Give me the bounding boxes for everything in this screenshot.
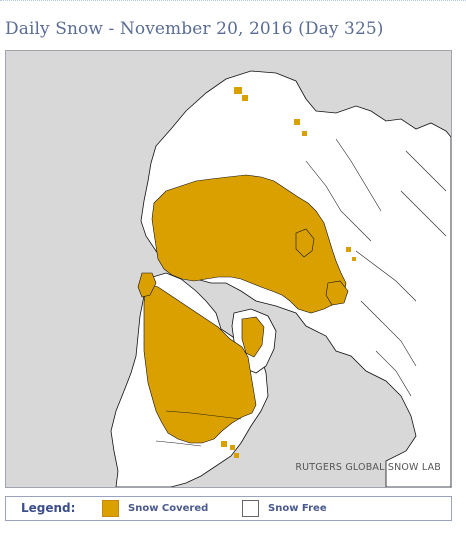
snow-alaska: [137, 272, 157, 298]
snow-eurasia: [151, 174, 347, 314]
top-dotted-border: [0, 0, 466, 3]
snow-cell: [352, 257, 356, 261]
snow-free-swatch: [242, 500, 259, 517]
snow-cell: [302, 131, 307, 136]
legend-title: Legend:: [21, 501, 76, 515]
snow-greenland: [241, 316, 265, 358]
snow-map-canvas: [6, 51, 451, 487]
snow-cell: [221, 441, 227, 447]
snow-cell: [242, 95, 248, 101]
snow-cell: [294, 119, 300, 125]
snow-scandinavia: [295, 228, 315, 258]
snow-map: RUTGERS GLOBAL SNOW LAB: [5, 50, 452, 488]
legend: Legend: Snow Covered Snow Free: [5, 496, 452, 521]
snow-covered-swatch: [102, 500, 119, 517]
snow-cell: [230, 445, 235, 450]
snow-north-america: [143, 282, 257, 444]
snow-covered-label: Snow Covered: [128, 503, 209, 514]
political-borders: [155, 138, 447, 447]
snow-cell: [346, 247, 351, 252]
snow-cell: [234, 453, 239, 458]
snow-free-label: Snow Free: [268, 503, 327, 514]
snow-cell: [234, 87, 242, 94]
page-title: Daily Snow - November 20, 2016 (Day 325): [5, 19, 384, 39]
snow-central-asia: [325, 280, 349, 306]
map-credit: RUTGERS GLOBAL SNOW LAB: [295, 462, 441, 473]
